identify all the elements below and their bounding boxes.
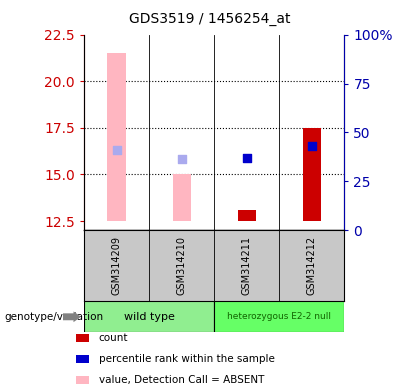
Point [244,155,250,161]
Point [113,147,120,153]
Point [308,143,315,149]
Bar [214,301,344,332]
Text: GSM314210: GSM314210 [177,237,186,295]
Text: GDS3519 / 1456254_at: GDS3519 / 1456254_at [129,12,291,25]
Text: percentile rank within the sample: percentile rank within the sample [99,354,275,364]
Bar [84,301,214,332]
Bar [108,53,126,221]
Bar [238,210,256,221]
Text: GSM314211: GSM314211 [242,237,252,295]
Text: wild type: wild type [123,312,175,322]
Text: value, Detection Call = ABSENT: value, Detection Call = ABSENT [99,375,264,384]
Bar [173,174,191,221]
Text: heterozygous E2-2 null: heterozygous E2-2 null [227,312,331,321]
Text: count: count [99,333,128,343]
Point [178,156,185,162]
Bar [303,128,321,221]
Text: GSM314212: GSM314212 [307,237,317,295]
Text: genotype/variation: genotype/variation [4,312,103,322]
Text: GSM314209: GSM314209 [112,237,121,295]
